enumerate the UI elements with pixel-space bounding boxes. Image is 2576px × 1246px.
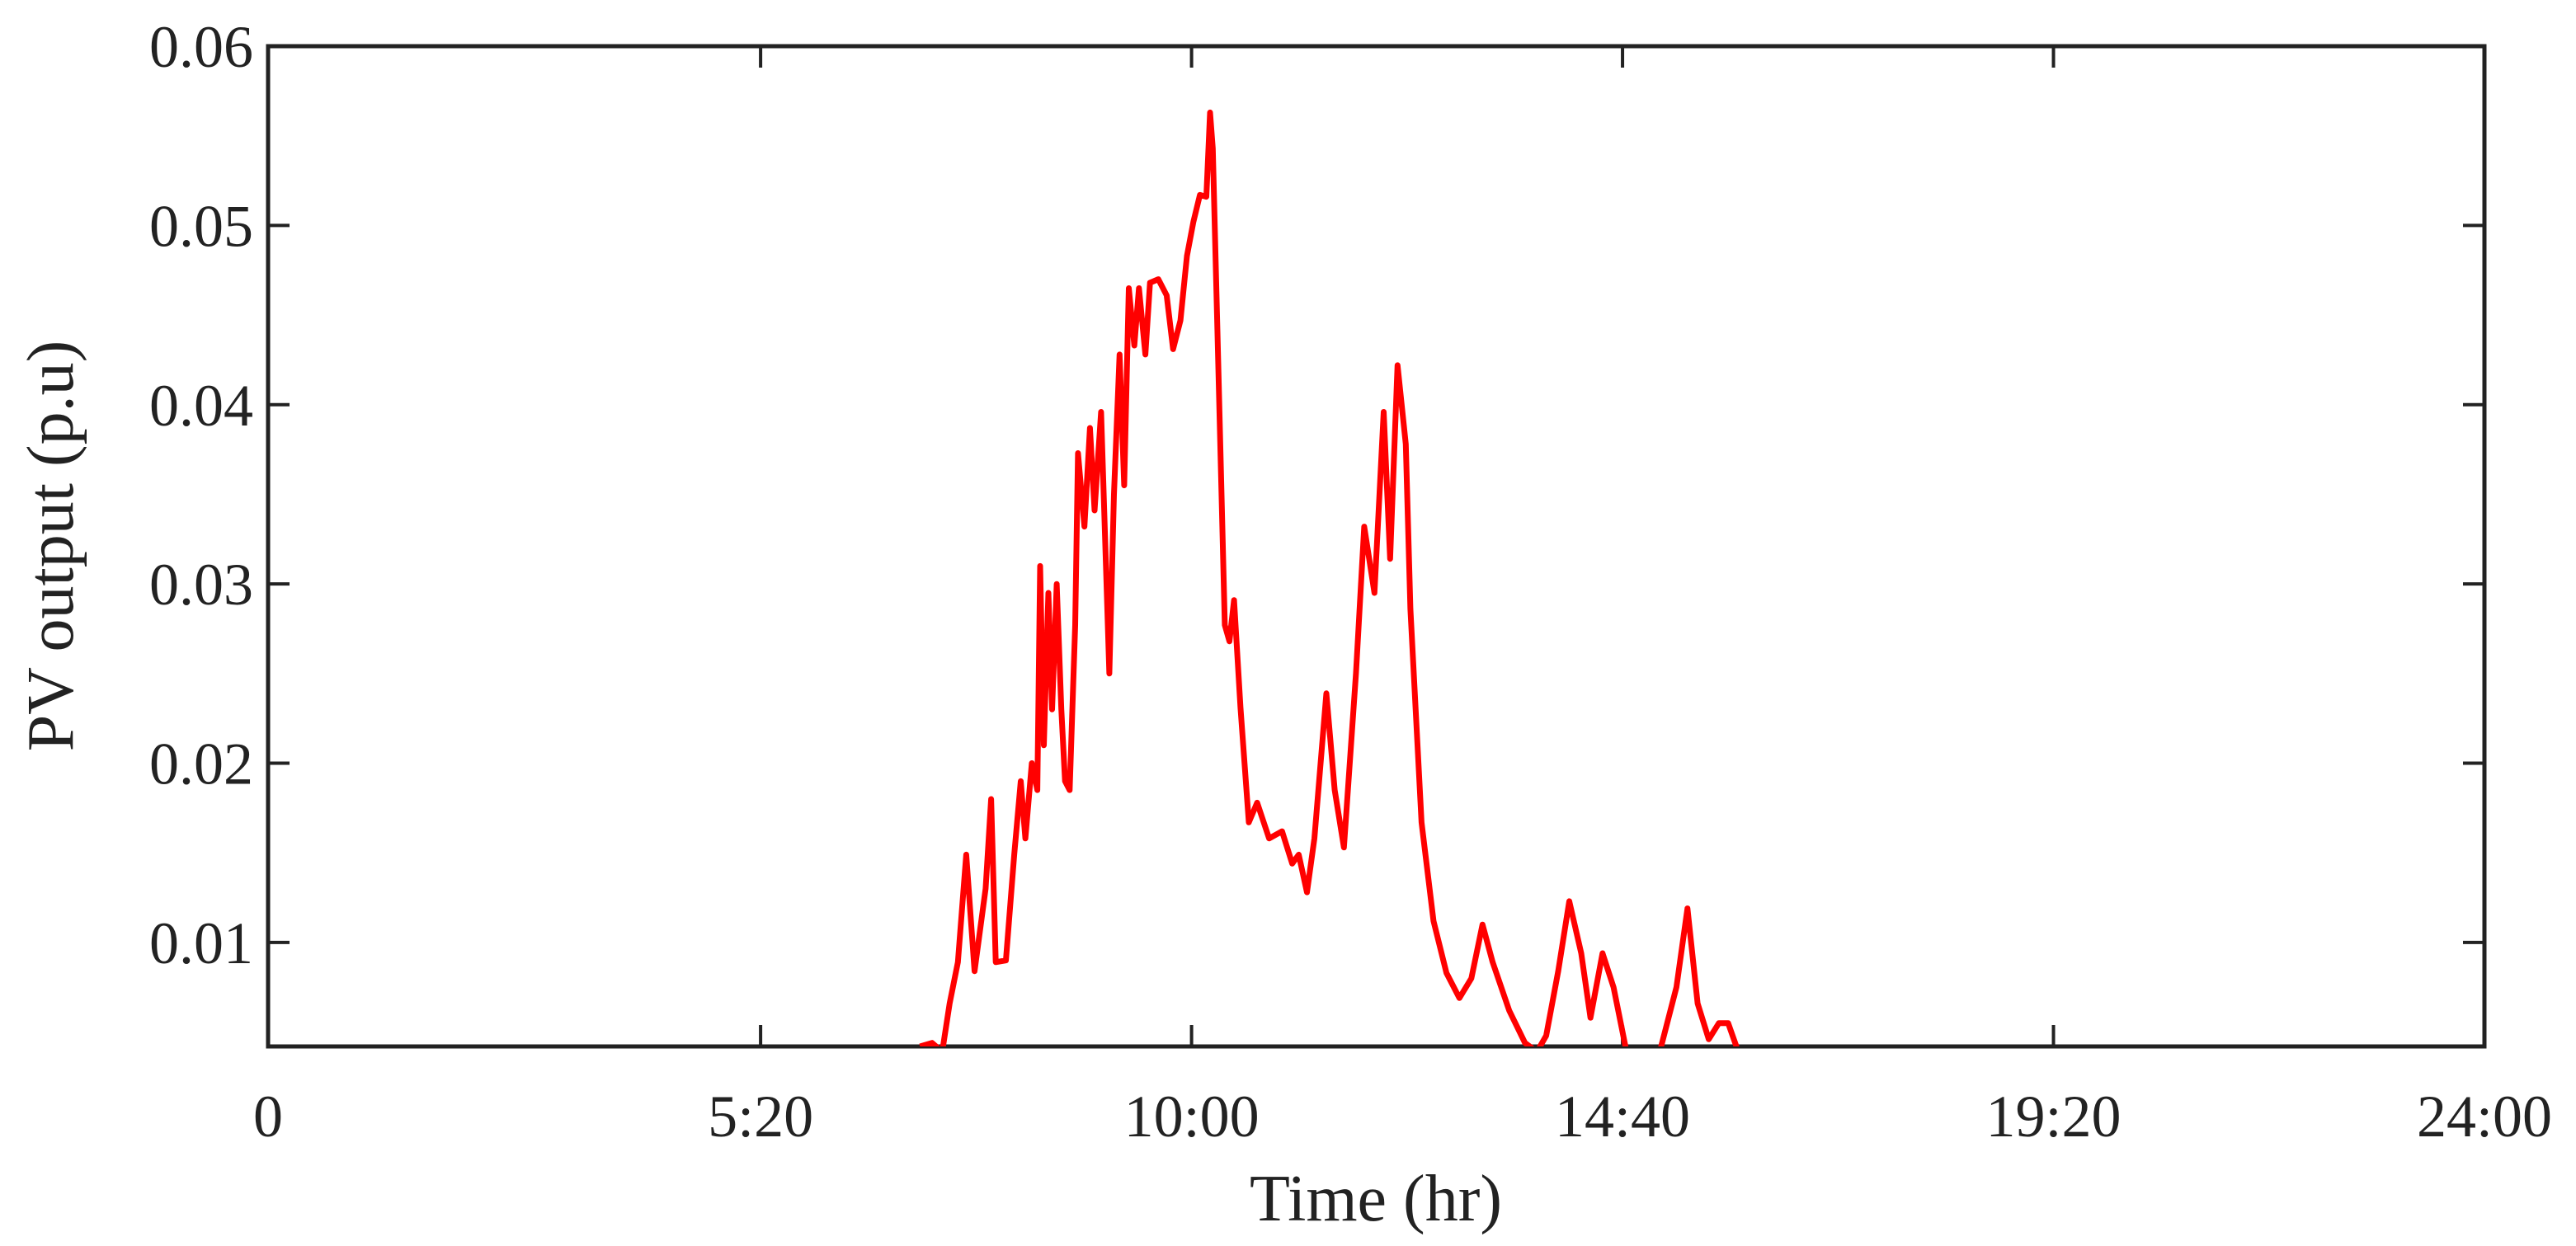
x-tick-label: 14:40 bbox=[1555, 1084, 1690, 1150]
x-tick-label: 0 bbox=[253, 1084, 283, 1150]
pv-line bbox=[919, 109, 1740, 1046]
x-tick-label: 5:20 bbox=[708, 1084, 813, 1150]
y-tick-label: 0.06 bbox=[149, 14, 253, 80]
plot-frame bbox=[266, 44, 2487, 1049]
y-tick-label: 0.03 bbox=[149, 552, 253, 618]
y-tick-label: 0.01 bbox=[149, 910, 253, 976]
x-tick-label: 24:00 bbox=[2417, 1084, 2552, 1150]
x-tick-label: 10:00 bbox=[1124, 1084, 1260, 1150]
y-tick-label: 0.02 bbox=[149, 731, 253, 797]
x-axis-label: Time (hr) bbox=[1250, 1163, 1502, 1235]
x-tick-label: 19:20 bbox=[1986, 1084, 2122, 1150]
y-axis-label: PV output (p.u) bbox=[15, 341, 87, 752]
plot-area bbox=[919, 109, 1740, 1046]
y-tick-label: 0.04 bbox=[149, 373, 253, 439]
y-tick-label: 0.05 bbox=[149, 193, 253, 259]
